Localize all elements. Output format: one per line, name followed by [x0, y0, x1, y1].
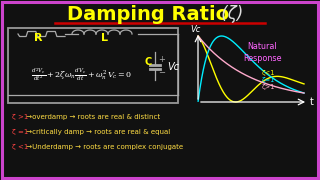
Text: ζ>1: ζ>1	[262, 84, 276, 90]
Text: →Underdamp → roots are complex conjugate: →Underdamp → roots are complex conjugate	[24, 144, 183, 150]
Text: Damping Ratio: Damping Ratio	[67, 4, 229, 24]
Text: ζ >1: ζ >1	[12, 114, 28, 120]
Text: R: R	[34, 33, 42, 43]
Text: (ζ): (ζ)	[216, 5, 244, 23]
Text: t: t	[310, 97, 314, 107]
Text: +: +	[159, 55, 165, 64]
Text: L: L	[101, 33, 108, 43]
Text: Vc: Vc	[167, 62, 179, 72]
Text: ζ=1: ζ=1	[262, 77, 275, 83]
Text: $\frac{d^2V_c}{dt^2}+2\zeta\omega_n\frac{dV_c}{dt}+\omega_n^2\,V_c=0$: $\frac{d^2V_c}{dt^2}+2\zeta\omega_n\frac…	[31, 66, 133, 84]
Text: Vc: Vc	[191, 24, 201, 33]
Text: ζ<1: ζ<1	[262, 70, 276, 76]
Text: Natural
Response: Natural Response	[243, 42, 281, 63]
Text: →overdamp → roots are real & distinct: →overdamp → roots are real & distinct	[24, 114, 160, 120]
Text: C: C	[144, 57, 152, 67]
Bar	[8, 28, 178, 103]
Text: →critically damp → roots are real & equal: →critically damp → roots are real & equa…	[24, 129, 170, 135]
Text: ζ =1: ζ =1	[12, 129, 28, 135]
Text: −: −	[158, 69, 165, 78]
Text: ζ <1: ζ <1	[12, 144, 28, 150]
